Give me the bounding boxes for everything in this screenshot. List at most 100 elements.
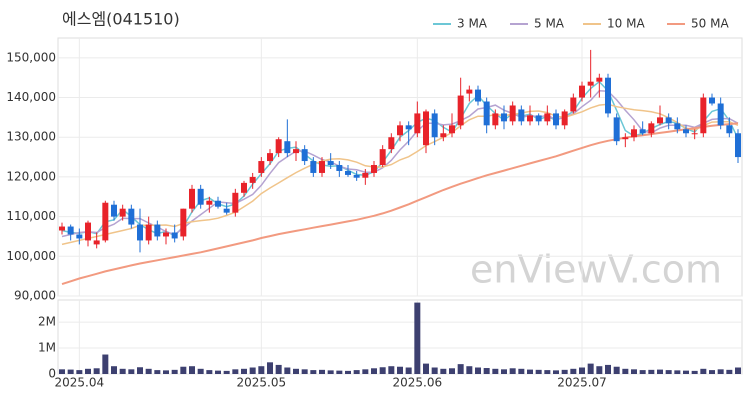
y-tick-label: 90,000 (14, 289, 56, 303)
candle-body (111, 204, 117, 217)
candle-body (449, 125, 455, 134)
y-tick-label: 120,000 (6, 169, 56, 183)
volume-bar (587, 363, 594, 374)
volume-bar (544, 370, 551, 374)
volume-bar (119, 368, 126, 374)
volume-bar (111, 366, 117, 374)
candle-body (119, 208, 126, 217)
legend-label: 50 MA (691, 17, 729, 31)
legend-label: 3 MA (457, 17, 488, 31)
candle-body (535, 115, 542, 122)
y-tick-label: 130,000 (6, 130, 56, 144)
volume-bar (570, 368, 577, 374)
candle-body (267, 153, 273, 162)
candle-body (163, 232, 169, 237)
candle-body (353, 174, 360, 178)
volume-bar (561, 369, 568, 374)
candle-body (93, 240, 100, 245)
candle-body (596, 77, 603, 82)
candle-body (466, 89, 473, 94)
candle-body (587, 81, 594, 86)
volume-bar (726, 369, 733, 374)
x-tick-label: 2025.07 (557, 376, 607, 390)
candle-body (232, 192, 239, 213)
x-tick-label: 2025.05 (237, 376, 287, 390)
volume-bar (180, 366, 187, 374)
volume-bar (362, 369, 369, 374)
x-tick-label: 2025.04 (55, 376, 105, 390)
volume-bar (189, 366, 195, 374)
legend-label: 10 MA (607, 17, 645, 31)
y-tick-label: 2M (38, 315, 56, 329)
volume-bar (102, 354, 109, 374)
candle-body (570, 97, 577, 112)
candle-body (423, 111, 429, 146)
volume-bar (137, 367, 143, 374)
watermark: enViewV.com (470, 248, 722, 292)
volume-bar (67, 369, 74, 374)
volume-bar (301, 369, 308, 374)
candle-body (371, 165, 377, 173)
candle-body (700, 97, 707, 134)
candle-body (544, 113, 551, 122)
volume-bar (457, 364, 464, 374)
candle-body (301, 149, 308, 162)
candle-body (683, 129, 689, 134)
candle-body (215, 200, 221, 207)
candle-body (327, 161, 334, 166)
volume-bar (423, 363, 429, 374)
volume-bar (449, 368, 455, 374)
y-tick-label: 0 (48, 367, 56, 381)
volume-bar (717, 369, 724, 374)
volume-bar (371, 368, 377, 374)
candle-body (735, 133, 741, 158)
volume-bar (553, 370, 559, 374)
volume-bar (440, 368, 447, 374)
volume-bar (700, 368, 707, 374)
candle-body (553, 113, 559, 126)
candle-body (137, 224, 143, 241)
candle-body (310, 161, 317, 173)
candle-body (206, 200, 213, 205)
volume-bar (501, 369, 507, 374)
candle-body (709, 97, 715, 104)
volume-bar (241, 368, 247, 374)
candle-body (59, 226, 65, 231)
volume-bar (709, 370, 715, 374)
candle-body (717, 103, 724, 126)
volume-bar (735, 367, 741, 374)
candle-body (284, 141, 291, 154)
volume-bar (293, 368, 299, 374)
volume-bar (215, 370, 221, 374)
volume-bar (345, 370, 351, 374)
volume-bar (171, 369, 178, 374)
candle-body (414, 113, 421, 134)
candle-body (622, 137, 629, 140)
candle-body (405, 125, 412, 130)
candle-body (128, 208, 135, 225)
volume-bar (657, 369, 663, 374)
candle-body (674, 123, 681, 130)
candle-body (527, 115, 533, 122)
volume-bar (639, 370, 646, 374)
chart-title: 에스엠(041510) (62, 10, 180, 29)
candle-body (388, 137, 395, 150)
volume-bar (579, 367, 585, 374)
candle-body (657, 117, 663, 124)
volume-bar (232, 369, 239, 374)
volume-bar (492, 368, 499, 374)
candle-body (631, 129, 637, 138)
y-tick-label: 150,000 (6, 50, 56, 64)
volume-bar (683, 370, 689, 374)
candle-body (561, 111, 568, 126)
y-tick-label: 1M (38, 341, 56, 355)
volume-bar (197, 368, 204, 374)
volume-bar (163, 370, 169, 374)
volume-bar (397, 366, 403, 374)
volume-bar (76, 370, 83, 374)
volume-bar (336, 370, 343, 374)
volume-bar (674, 370, 681, 374)
candle-body (180, 208, 187, 237)
candle-body (223, 208, 230, 213)
